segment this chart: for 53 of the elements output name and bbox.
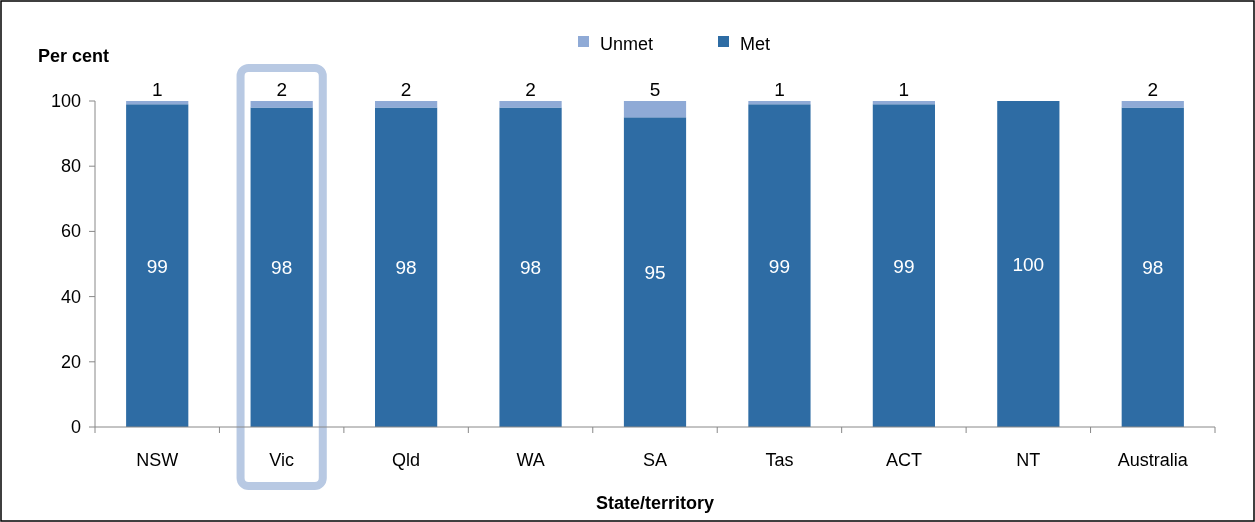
bar [1121, 107, 1184, 427]
data-label: 98 [395, 257, 417, 279]
data-label: 98 [1142, 257, 1164, 279]
y-tick-label: 60 [60, 221, 81, 242]
data-label: 100 [1012, 254, 1045, 275]
x-tick-label: ACT [885, 450, 922, 470]
bar [997, 101, 1060, 427]
bar [748, 101, 811, 105]
data-label: 1 [151, 79, 163, 100]
data-label: 2 [400, 79, 412, 100]
data-label: 1 [898, 79, 910, 100]
bar [872, 101, 935, 105]
x-tick-label: WA [516, 450, 545, 470]
legend-label: Unmet [600, 34, 654, 54]
bar [375, 101, 438, 108]
x-tick-label: SA [642, 450, 668, 470]
y-tick-label: 40 [60, 286, 81, 307]
bar [375, 107, 438, 427]
data-label: 2 [1147, 79, 1159, 100]
data-label: 2 [276, 79, 287, 100]
x-tick-label: Australia [1117, 450, 1189, 470]
y-axis-title: Per cent [38, 46, 110, 66]
bar [499, 107, 562, 427]
data-label: 99 [146, 255, 168, 277]
bar [623, 101, 687, 118]
x-tick-label: Vic [269, 450, 295, 470]
x-tick-label: Tas [765, 450, 794, 470]
y-tick-label: 0 [70, 417, 81, 437]
bar [250, 107, 313, 427]
data-label: 95 [644, 262, 666, 284]
bar [250, 101, 313, 108]
data-label: 98 [271, 257, 293, 279]
legend-label: Met [740, 34, 771, 54]
bar [623, 117, 687, 427]
bar [872, 104, 935, 427]
data-label: 98 [519, 257, 542, 279]
data-label: 99 [768, 255, 791, 277]
y-tick-label: 80 [60, 156, 81, 177]
x-tick-label: NSW [136, 450, 179, 470]
x-axis-title: State/territory [595, 493, 715, 513]
data-label: 99 [893, 255, 915, 277]
x-tick-label: NT [1016, 450, 1041, 470]
bar [126, 104, 189, 427]
data-label: 1 [774, 79, 785, 100]
bar [748, 104, 811, 427]
x-tick-label: Qld [392, 450, 421, 470]
bar [1121, 101, 1184, 108]
bar [499, 101, 562, 108]
y-tick-label: 100 [50, 91, 81, 111]
y-tick-label: 20 [60, 351, 81, 372]
data-label: 2 [525, 79, 536, 100]
bar [126, 101, 189, 105]
data-label: 5 [649, 79, 661, 100]
